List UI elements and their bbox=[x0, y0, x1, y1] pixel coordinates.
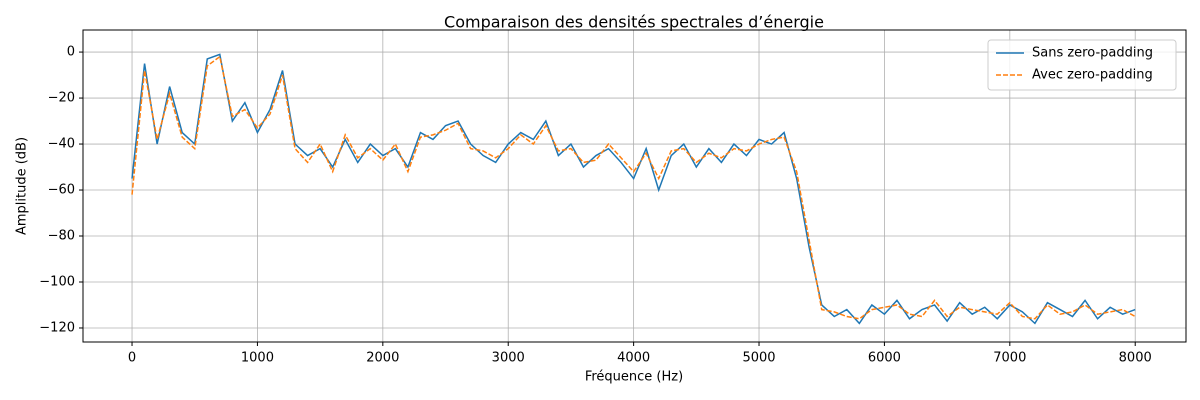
series-line bbox=[131, 55, 1136, 320]
x-tick-label: 4000 bbox=[617, 351, 650, 366]
y-tick-label: 0 bbox=[67, 45, 75, 60]
x-tick-label: 3000 bbox=[492, 351, 525, 366]
x-tick-label: 5000 bbox=[742, 351, 775, 366]
y-tick-label: −80 bbox=[48, 229, 75, 244]
x-tick-label: 2000 bbox=[366, 351, 399, 366]
legend: Sans zero-padding Avec zero-padding bbox=[987, 39, 1177, 91]
x-tick-label: 1000 bbox=[241, 351, 274, 366]
series-line bbox=[131, 53, 1136, 325]
plot-frame bbox=[82, 29, 1187, 343]
legend-box bbox=[987, 39, 1177, 91]
x-tick-label: 0 bbox=[128, 351, 136, 366]
x-tick-label: 8000 bbox=[1119, 351, 1152, 366]
legend-label: Avec zero-padding bbox=[1032, 68, 1153, 83]
y-tick-label: −100 bbox=[39, 274, 75, 289]
x-axis-label: Fréquence (Hz) bbox=[585, 370, 683, 385]
legend-label: Sans zero-padding bbox=[1032, 46, 1153, 61]
y-tick-label: −40 bbox=[48, 137, 75, 152]
x-tick-label: 7000 bbox=[993, 351, 1026, 366]
y-axis-label: Amplitude (dB) bbox=[15, 137, 30, 235]
chart-title: Comparaison des densités spectrales d’én… bbox=[444, 13, 824, 32]
x-tick-label: 6000 bbox=[868, 351, 901, 366]
y-tick-label: −60 bbox=[48, 183, 75, 198]
y-tick-label: −120 bbox=[39, 320, 75, 335]
y-tick-label: −20 bbox=[48, 91, 75, 106]
